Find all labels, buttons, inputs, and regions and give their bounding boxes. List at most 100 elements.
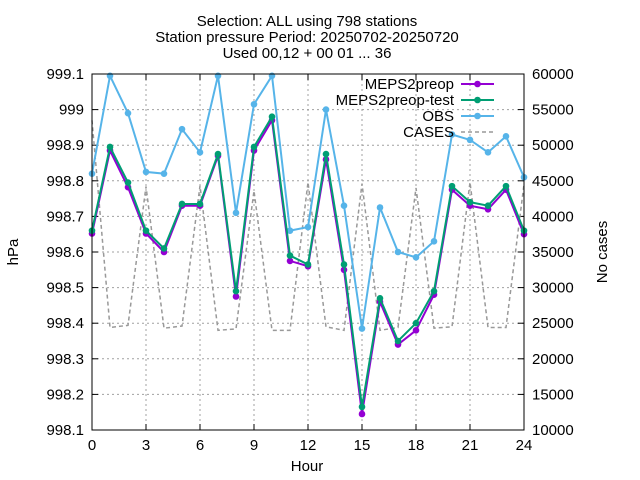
data-point-meps2preop-test (196, 200, 204, 208)
data-point-meps2preop-test (286, 252, 294, 259)
data-point-obs (232, 209, 240, 217)
y-tick-label: 999.1 (46, 66, 84, 83)
data-point-obs (160, 170, 168, 177)
y-tick-label: 998.3 (46, 351, 84, 368)
data-point-meps2preop-test (304, 261, 312, 268)
y2-tick-label: 35000 (532, 244, 574, 261)
y-tick-label: 998.8 (46, 173, 84, 190)
data-point-meps2preop-test (178, 200, 186, 208)
data-point-obs (268, 72, 276, 80)
x-tick-label: 24 (516, 437, 533, 454)
legend-label-obs: OBS (422, 108, 454, 125)
data-point-meps2preop-test (124, 179, 132, 186)
data-point-meps2preop-test (322, 150, 330, 158)
x-tick-label: 6 (196, 437, 204, 454)
x-tick-label: 3 (142, 437, 150, 454)
data-point-meps2preop (358, 410, 366, 418)
x-tick-label: 0 (88, 437, 96, 454)
data-point-meps2preop-test (268, 113, 276, 121)
chart-title: Selection: ALL using 798 stations Statio… (155, 13, 459, 62)
data-point-meps2preop-test (466, 198, 474, 206)
x-tick-label: 9 (250, 437, 258, 454)
legend-label-cases: CASES (403, 124, 454, 141)
y2-tick-label: 50000 (532, 137, 574, 154)
y2-tick-label: 60000 (532, 66, 574, 83)
y2-axis-label: No cases (594, 221, 611, 284)
data-point-obs (214, 72, 222, 80)
data-point-obs (412, 254, 420, 261)
data-point-obs (286, 227, 294, 234)
data-point-meps2preop-test (232, 287, 240, 295)
data-point-obs (430, 238, 438, 245)
data-point-meps2preop-test (502, 182, 510, 190)
data-point-obs (340, 202, 348, 210)
data-point-obs (124, 109, 132, 117)
data-point-meps2preop-test (214, 150, 222, 158)
y-tick-label: 998.1 (46, 422, 84, 439)
y2-tick-label: 45000 (532, 173, 574, 190)
x-tick-label: 15 (354, 437, 371, 454)
y-tick-label: 998.7 (46, 208, 84, 225)
data-point-meps2preop (286, 257, 294, 265)
x-tick-label: 12 (300, 437, 317, 454)
y2-tick-label: 30000 (532, 280, 574, 297)
data-point-meps2preop-test (106, 143, 114, 151)
data-point-meps2preop-test (412, 319, 420, 327)
y2-tick-label: 15000 (532, 386, 574, 403)
data-point-obs (376, 204, 384, 211)
y-tick-label: 998.9 (46, 137, 84, 154)
y-tick-label: 998.2 (46, 386, 84, 403)
data-point-meps2preop-test (430, 287, 438, 295)
data-point-meps2preop-test (142, 227, 150, 234)
data-point-meps2preop (412, 327, 420, 334)
data-point-meps2preop-test (250, 143, 258, 151)
y2-tick-label: 25000 (532, 315, 574, 332)
x-axis-label: Hour (291, 458, 324, 475)
legend-marker-meps2preop (474, 80, 481, 88)
y-tick-label: 999 (59, 102, 84, 119)
x-tick-label: 18 (408, 437, 425, 454)
data-point-meps2preop-test (340, 261, 348, 268)
legend-marker-meps2preop-test (474, 96, 481, 104)
grid (92, 74, 524, 430)
tick-labels: 0 3 6 9 12 15 18 21 24 998.1 998.2 998.3 998.4 998.5 9… (46, 66, 573, 454)
data-point-obs (196, 149, 204, 156)
data-point-obs (484, 149, 492, 156)
legend-label-meps2preop-test: MEPS2preop-test (336, 92, 455, 109)
y2-tick-label: 55000 (532, 102, 574, 119)
data-point-obs (322, 106, 330, 113)
x-tick-label: 21 (462, 437, 479, 454)
title-line-3: Used 00,12 + 00 01 ... 36 (223, 45, 392, 62)
y-tick-label: 998.4 (46, 315, 84, 332)
data-point-obs (466, 136, 474, 144)
title-line-1: Selection: ALL using 798 stations (197, 13, 417, 30)
data-point-meps2preop-test (394, 337, 402, 345)
data-point-obs (394, 248, 402, 256)
data-point-meps2preop-test (358, 403, 366, 411)
data-point-obs (448, 131, 456, 138)
legend-marker-obs (474, 112, 481, 120)
data-point-obs (142, 168, 150, 176)
y-axis-label: hPa (5, 238, 22, 265)
data-point-obs (250, 100, 258, 108)
plot-border (91, 73, 525, 431)
data-point-obs (304, 223, 312, 231)
data-point-meps2preop-test (448, 182, 456, 190)
data-point-obs (358, 325, 366, 332)
data-point-meps2preop (232, 293, 240, 300)
legend-label-meps2preop: MEPS2preop (365, 76, 454, 93)
y-tick-label: 998.6 (46, 244, 84, 261)
data-point-obs (106, 72, 114, 80)
data-point-meps2preop-test (484, 202, 492, 210)
y-tick-label: 998.5 (46, 280, 84, 297)
data-point-obs (178, 125, 186, 133)
data-point-meps2preop-test (160, 245, 168, 252)
data-point-obs (502, 133, 510, 140)
y2-tick-label: 40000 (532, 208, 574, 225)
title-line-2: Station pressure Period: 20250702-202507… (155, 29, 459, 46)
y2-tick-label: 10000 (532, 422, 574, 439)
data-point-meps2preop-test (376, 294, 384, 302)
y2-tick-label: 20000 (532, 351, 574, 368)
